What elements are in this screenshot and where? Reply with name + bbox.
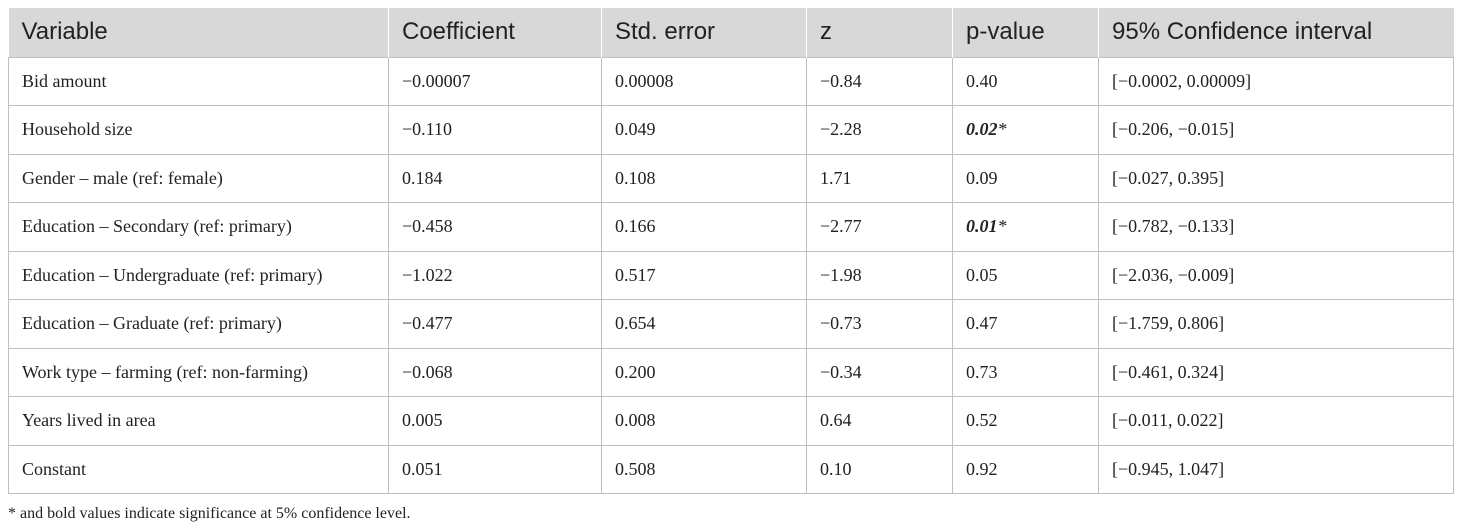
cell-std-error: 0.517 <box>601 250 807 300</box>
cell-z: 0.10 <box>806 444 953 494</box>
table-header: Variable Coefficient Std. error z p-valu… <box>8 8 1454 57</box>
cell-confidence-interval: [−2.036, −0.009] <box>1098 250 1454 300</box>
cell-variable: Education – Undergraduate (ref: primary) <box>8 250 389 300</box>
cell-variable: Bid amount <box>8 56 389 106</box>
regression-table-container: Variable Coefficient Std. error z p-valu… <box>8 8 1454 494</box>
cell-std-error: 0.654 <box>601 299 807 349</box>
cell-p-value: 0.09 <box>952 153 1099 203</box>
cell-std-error: 0.508 <box>601 444 807 494</box>
cell-variable: Constant <box>8 444 389 494</box>
header-confidence-interval: 95% Confidence interval <box>1098 8 1454 57</box>
header-coefficient: Coefficient <box>388 8 602 57</box>
cell-variable: Household size <box>8 105 389 155</box>
cell-variable: Work type – farming (ref: non-farming) <box>8 347 389 397</box>
cell-z: 1.71 <box>806 153 953 203</box>
table-row: Education – Undergraduate (ref: primary)… <box>8 250 1454 300</box>
cell-std-error: 0.166 <box>601 202 807 252</box>
cell-confidence-interval: [−0.782, −0.133] <box>1098 202 1454 252</box>
cell-variable: Gender – male (ref: female) <box>8 153 389 203</box>
cell-z: −0.34 <box>806 347 953 397</box>
significance-marker: * <box>997 216 1007 237</box>
table-row: Constant 0.051 0.508 0.10 0.92 [−0.945, 1.047… <box>8 444 1454 494</box>
significant-p-value: 0.02 <box>966 119 998 140</box>
cell-std-error: 0.00008 <box>601 56 807 106</box>
table-row: Education – Graduate (ref: primary) −0.47… <box>8 299 1454 349</box>
cell-coefficient: −0.110 <box>388 105 602 155</box>
cell-confidence-interval: [−1.759, 0.806] <box>1098 299 1454 349</box>
cell-z: −0.84 <box>806 56 953 106</box>
cell-p-value: 0.73 <box>952 347 1099 397</box>
cell-confidence-interval: [−0.945, 1.047] <box>1098 444 1454 494</box>
cell-coefficient: −1.022 <box>388 250 602 300</box>
cell-coefficient: 0.184 <box>388 153 602 203</box>
cell-z: −2.28 <box>806 105 953 155</box>
cell-confidence-interval: [−0.011, 0.022] <box>1098 396 1454 446</box>
cell-variable: Years lived in area <box>8 396 389 446</box>
cell-coefficient: 0.005 <box>388 396 602 446</box>
table-row: Gender – male (ref: female) 0.184 0.108 1.7… <box>8 153 1454 203</box>
cell-variable: Education – Secondary (ref: primary) <box>8 202 389 252</box>
table-row: Work type – farming (ref: non-farming) −0… <box>8 347 1454 397</box>
cell-z: −2.77 <box>806 202 953 252</box>
header-row: Variable Coefficient Std. error z p-valu… <box>8 8 1454 57</box>
cell-std-error: 0.108 <box>601 153 807 203</box>
significance-marker: * <box>997 119 1007 140</box>
table-row: Years lived in area 0.005 0.008 0.64 0.52 [−0… <box>8 396 1454 446</box>
cell-confidence-interval: [−0.206, −0.015] <box>1098 105 1454 155</box>
cell-p-value: 0.92 <box>952 444 1099 494</box>
header-p-value: p-value <box>952 8 1099 57</box>
regression-table: Variable Coefficient Std. error z p-valu… <box>8 8 1454 494</box>
table-body: Bid amount −0.00007 0.00008 −0.84 0.40 [−0.00… <box>8 56 1454 494</box>
cell-coefficient: −0.477 <box>388 299 602 349</box>
cell-std-error: 0.200 <box>601 347 807 397</box>
cell-z: 0.64 <box>806 396 953 446</box>
cell-confidence-interval: [−0.0002, 0.00009] <box>1098 56 1454 106</box>
cell-coefficient: −0.068 <box>388 347 602 397</box>
cell-p-value: 0.47 <box>952 299 1099 349</box>
cell-z: −1.98 <box>806 250 953 300</box>
cell-coefficient: 0.051 <box>388 444 602 494</box>
cell-p-value: 0.52 <box>952 396 1099 446</box>
cell-p-value: 0.01* <box>952 202 1099 252</box>
cell-z: −0.73 <box>806 299 953 349</box>
table-row: Household size −0.110 0.049 −2.28 0.02* [−0.2… <box>8 105 1454 155</box>
header-variable: Variable <box>8 8 389 57</box>
cell-variable: Education – Graduate (ref: primary) <box>8 299 389 349</box>
cell-coefficient: −0.458 <box>388 202 602 252</box>
cell-confidence-interval: [−0.461, 0.324] <box>1098 347 1454 397</box>
cell-coefficient: −0.00007 <box>388 56 602 106</box>
cell-p-value: 0.40 <box>952 56 1099 106</box>
cell-p-value: 0.02* <box>952 105 1099 155</box>
cell-std-error: 0.049 <box>601 105 807 155</box>
table-row: Education – Secondary (ref: primary) −0.4… <box>8 202 1454 252</box>
table-row: Bid amount −0.00007 0.00008 −0.84 0.40 [−0.00… <box>8 56 1454 106</box>
table-footnote: * and bold values indicate significance … <box>8 505 411 522</box>
significant-p-value: 0.01 <box>966 216 998 237</box>
cell-std-error: 0.008 <box>601 396 807 446</box>
cell-p-value: 0.05 <box>952 250 1099 300</box>
cell-confidence-interval: [−0.027, 0.395] <box>1098 153 1454 203</box>
header-z: z <box>806 8 953 57</box>
header-std-error: Std. error <box>601 8 807 57</box>
